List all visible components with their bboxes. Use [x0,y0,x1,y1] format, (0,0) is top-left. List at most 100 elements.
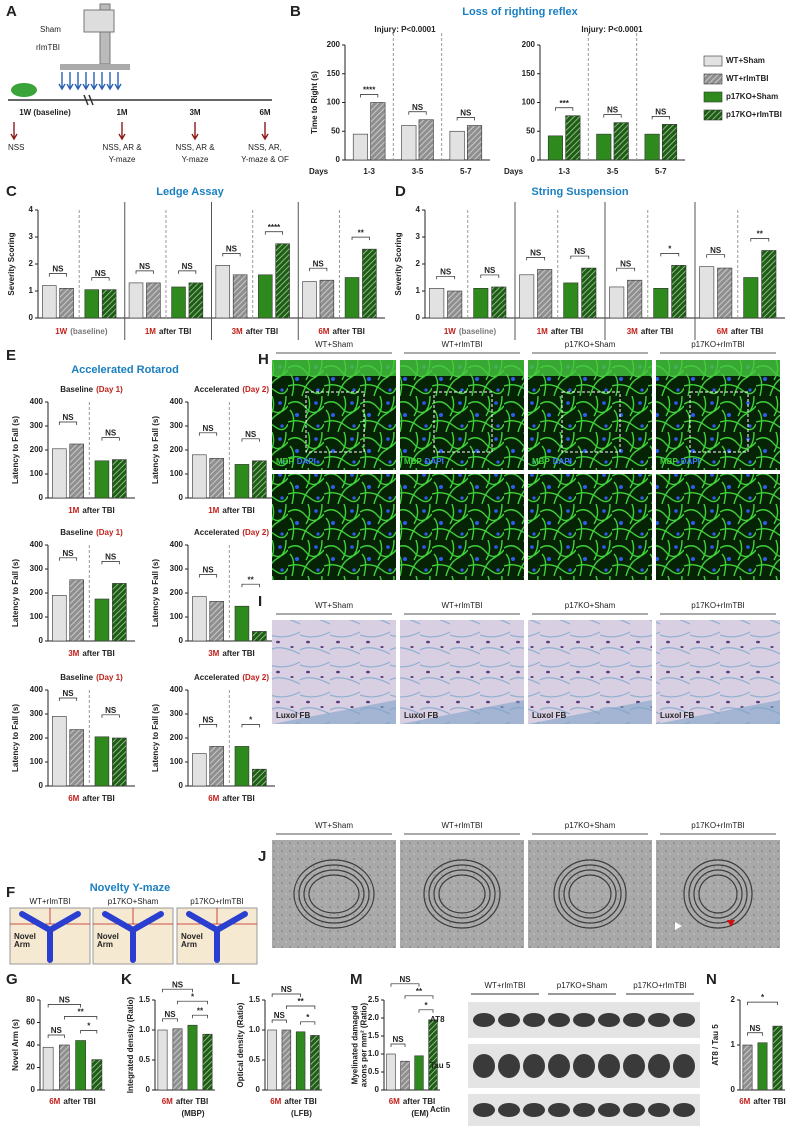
sig-label: **** [268,223,281,232]
sig-label: ** [197,1006,204,1015]
chart-title-b: (Day 2) [242,673,269,682]
y-tick-label: 100 [170,757,184,766]
y-tick-label: 1.5 [368,1031,380,1040]
y-tick-label: 0 [375,1085,380,1094]
cortex-surface [400,360,524,376]
chart-title-b: (Day 1) [96,528,123,537]
bar [613,122,629,161]
bar [428,1019,438,1091]
x-tick-label: 5-7 [460,167,472,176]
bar [757,1042,768,1091]
myelin-ring [698,874,738,914]
section-footer: 6M after TBI [318,327,365,336]
blot-column: p17KO+rImTBI [633,981,687,990]
bar [519,274,535,319]
test-arrow [261,122,269,141]
bar [187,1024,198,1091]
chart-title: Accelerated (Day 2) [194,385,269,394]
blot-band [548,1103,570,1117]
sig-bracket [48,273,67,277]
bar [94,736,110,787]
bar [59,1044,70,1091]
y-tick-label: 80 [26,995,35,1004]
impact-arrow [98,72,106,91]
y-tick-label: 2 [29,259,34,268]
section-footer-a: 6M [318,327,329,336]
blot-band [548,1054,570,1078]
chart-footer-a: 3M [68,649,79,658]
panel-label: D [395,183,406,200]
blot-row-label: AT8 [430,1015,445,1024]
bar [91,1059,103,1091]
section-footer-b: after TBI [159,327,191,336]
y-maze [19,911,81,963]
sig-bracket [651,116,670,120]
chart-footer: 1M after TBI [208,506,255,515]
y-tick-label: 0.5 [139,1055,151,1064]
bar [94,460,110,499]
bar [209,458,224,499]
sig-bracket [404,995,434,999]
blot-band [498,1103,520,1117]
chart-footer-b: after TBI [222,794,254,803]
impact-arrow [106,72,114,91]
sig-label: * [668,244,672,253]
bar [252,460,267,499]
chart-title-a: Accelerated [194,385,239,394]
y-tick-label: 0 [179,636,184,645]
column-label: p17KO+Sham [565,821,616,830]
chart-footer: 6M after TBI [162,1097,209,1106]
section-footer-a: 1M [537,327,548,336]
bar [112,737,127,787]
bar [252,768,267,787]
bar [319,279,335,319]
bar [172,1028,183,1091]
bar [112,583,127,642]
sig-label: NS [105,429,117,438]
chart-footer-b: after TBI [222,649,254,658]
novel-arm: Novel [14,932,36,941]
blot-band [523,1103,545,1117]
bar [653,287,669,319]
y-tick-label: 0 [256,1085,261,1094]
bar [275,243,290,319]
panel-label: H [258,351,269,368]
bar [352,133,369,161]
sig-bracket [616,267,636,272]
blot-row-label: Actin [430,1105,450,1114]
panel-label: J [258,848,266,865]
bar [447,290,463,319]
stain-mbp: MBP [404,457,422,466]
cortex-surface [528,360,652,376]
bar [42,1046,54,1091]
mouse [11,83,37,97]
stain-dapi: DAPI [425,457,444,466]
bar [449,130,465,161]
blot-band [648,1103,670,1117]
chart-title-b: (Day 2) [242,385,269,394]
y-tick-label: 200 [30,445,44,454]
myelin-ring [293,859,375,929]
bar [84,289,100,319]
y-tick-label: 400 [30,397,44,406]
sig-bracket [555,107,574,111]
y-tick-label: 300 [30,564,44,573]
sig-label: ** [358,228,365,237]
sig-bracket [178,270,197,274]
bar [362,248,377,319]
bar [310,1035,320,1091]
sig-label: NS [105,553,117,562]
chart-title: Baseline (Day 1) [60,673,123,682]
sig-label: NS [440,267,452,276]
impact-arrow [66,72,74,91]
panel-label: I [258,593,262,610]
sig-label: ** [298,997,305,1006]
sig-label: NS [607,106,619,115]
blot-band [473,1013,495,1027]
bar [386,1053,396,1091]
y-tick-label: 0 [179,781,184,790]
y-tick-label: 200 [170,588,184,597]
section-footer-a: 1W [55,327,67,336]
blot-column: WT+rImTBI [484,981,525,990]
timepoint: 1M [116,108,127,117]
